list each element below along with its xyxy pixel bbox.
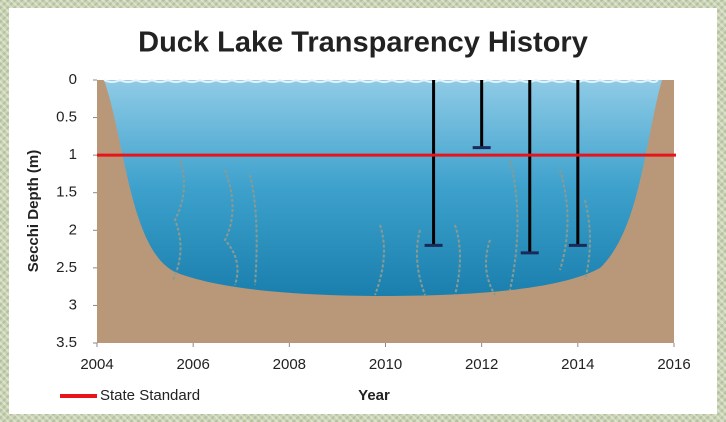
- x-tick-label: 2012: [465, 356, 498, 373]
- chart-title: Duck Lake Transparency History: [138, 27, 588, 59]
- x-tick-label: 2008: [273, 356, 306, 373]
- legend-label: State Standard: [100, 387, 200, 404]
- y-tick-label: 3: [69, 296, 77, 313]
- y-tick-label: 3.5: [56, 334, 77, 351]
- y-tick-label: 1: [69, 146, 77, 163]
- y-tick-label: 0: [69, 71, 77, 88]
- x-tick-label: 2006: [176, 356, 209, 373]
- y-tick-label: 1.5: [56, 184, 77, 201]
- y-axis-label: Secchi Depth (m): [25, 150, 42, 273]
- x-axis-label: Year: [358, 387, 390, 404]
- lake-water: [104, 80, 662, 296]
- y-tick-label: 0.5: [56, 109, 77, 126]
- y-tick-label: 2: [69, 221, 77, 238]
- x-tick-label: 2004: [80, 356, 113, 373]
- x-tick-label: 2014: [561, 356, 594, 373]
- weeds: [172, 159, 591, 296]
- depth-bar: [424, 80, 443, 247]
- x-tick-label: 2016: [657, 356, 690, 373]
- depth-bar: [472, 80, 491, 150]
- depth-bar: [568, 80, 587, 247]
- water-surface: [103, 78, 659, 83]
- y-tick-label: 2.5: [56, 259, 77, 276]
- depth-bar: [520, 80, 539, 255]
- x-tick-label: 2010: [369, 356, 402, 373]
